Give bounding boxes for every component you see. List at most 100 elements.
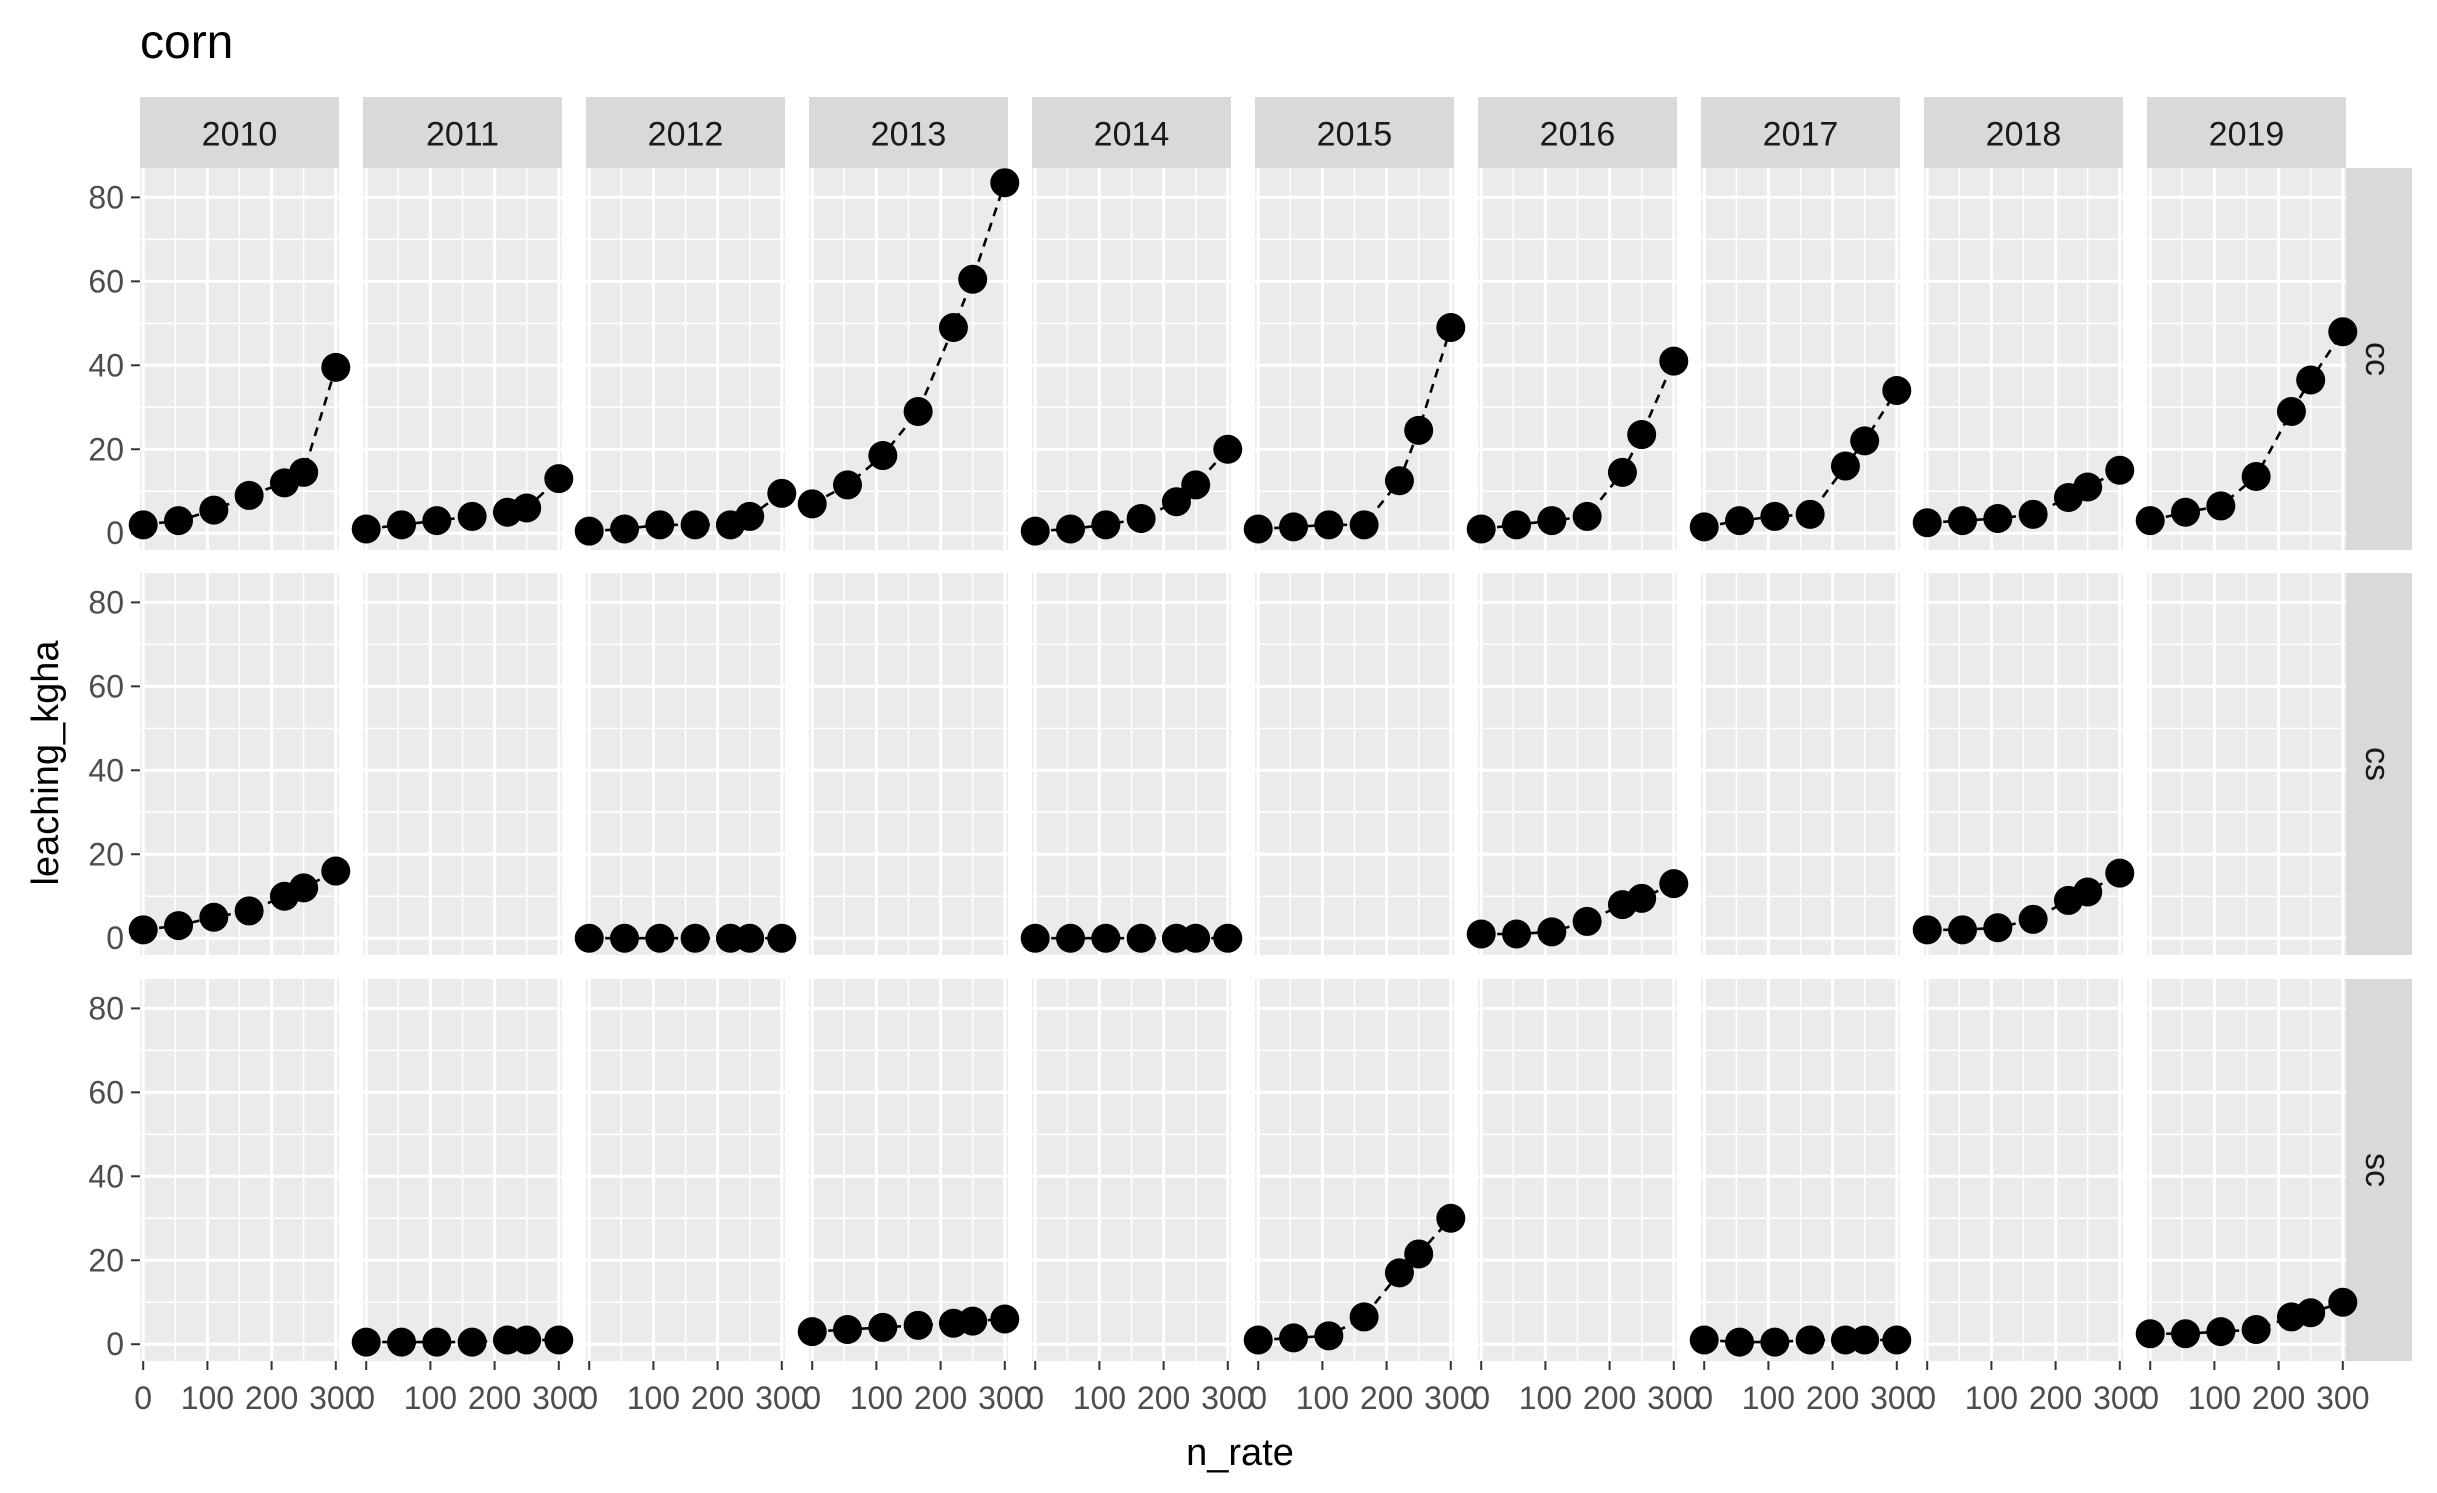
data-point: [1384, 1258, 1414, 1288]
data-point: [2018, 499, 2048, 529]
data-point: [457, 501, 487, 531]
data-point: [2105, 455, 2135, 485]
x-tick-label: 200: [1360, 1380, 1413, 1416]
x-tick-label: 0: [1472, 1380, 1490, 1416]
column-strip: [586, 97, 785, 168]
data-point: [289, 873, 319, 903]
data-point: [990, 1304, 1020, 1334]
data-point: [128, 915, 158, 945]
column-strip: [363, 97, 562, 168]
data-point: [680, 923, 710, 953]
data-point: [1466, 919, 1496, 949]
data-point: [2296, 365, 2326, 395]
data-point: [1607, 457, 1637, 487]
data-point: [351, 514, 381, 544]
x-tick-label: 300: [2093, 1380, 2146, 1416]
column-strip: [1701, 97, 1900, 168]
data-point: [1314, 1321, 1344, 1351]
row-strip-label: cc: [2358, 342, 2396, 376]
data-point: [1436, 313, 1466, 343]
x-tick-label: 300: [532, 1380, 585, 1416]
x-tick-label: 300: [1870, 1380, 1923, 1416]
data-point: [2206, 1317, 2236, 1347]
data-point: [1056, 514, 1086, 544]
data-point: [128, 510, 158, 540]
x-tick-label: 0: [134, 1380, 152, 1416]
x-tick-label: 0: [1249, 1380, 1267, 1416]
data-point: [958, 1306, 988, 1336]
data-point: [868, 441, 898, 471]
data-point: [574, 516, 604, 546]
data-point: [457, 1327, 487, 1357]
data-point: [1948, 506, 1978, 536]
y-tick-label: 60: [88, 263, 124, 299]
y-tick-label: 20: [88, 836, 124, 872]
data-point: [544, 1325, 574, 1355]
y-axis-title: leaching_kgha: [25, 640, 67, 886]
data-point: [1659, 869, 1689, 899]
y-tick-label: 0: [106, 1326, 124, 1362]
data-point: [1830, 451, 1860, 481]
x-tick-label: 200: [2252, 1380, 2305, 1416]
y-tick-label: 80: [88, 990, 124, 1026]
y-tick-label: 40: [88, 347, 124, 383]
data-point: [1983, 504, 2013, 534]
data-point: [351, 1327, 381, 1357]
data-point: [1091, 923, 1121, 953]
data-point: [321, 352, 351, 382]
x-tick-label: 0: [580, 1380, 598, 1416]
x-axis-title: n_rate: [1186, 1432, 1294, 1474]
x-tick-label: 200: [468, 1380, 521, 1416]
data-point: [1436, 1203, 1466, 1233]
chart-title: corn: [140, 16, 233, 69]
data-point: [1760, 1327, 1790, 1357]
data-point: [1161, 487, 1191, 517]
data-point: [1882, 1325, 1912, 1355]
data-point: [1384, 466, 1414, 496]
x-tick-label: 0: [357, 1380, 375, 1416]
data-point: [797, 489, 827, 519]
column-strip: [2147, 97, 2346, 168]
data-point: [767, 478, 797, 508]
x-tick-label: 100: [181, 1380, 234, 1416]
x-tick-label: 200: [1137, 1380, 1190, 1416]
data-point: [1659, 346, 1689, 376]
data-point: [1795, 1325, 1825, 1355]
data-point: [422, 1327, 452, 1357]
data-point: [1760, 501, 1790, 531]
data-point: [1213, 923, 1243, 953]
data-point: [1181, 923, 1211, 953]
y-tick-label: 80: [88, 179, 124, 215]
data-point: [2276, 396, 2306, 426]
x-tick-label: 0: [1026, 1380, 1044, 1416]
data-point: [1725, 1327, 1755, 1357]
data-point: [1349, 510, 1379, 540]
x-tick-label: 100: [1296, 1380, 1349, 1416]
column-strip: [1478, 97, 1677, 168]
data-point: [1850, 1325, 1880, 1355]
column-strip: [1924, 97, 2123, 168]
data-point: [1912, 508, 1942, 538]
data-point: [1314, 510, 1344, 540]
x-tick-label: 100: [1742, 1380, 1795, 1416]
data-point: [512, 493, 542, 523]
data-point: [1948, 915, 1978, 945]
data-point: [321, 856, 351, 886]
data-point: [2105, 858, 2135, 888]
column-strip: [140, 97, 339, 168]
data-point: [1689, 1325, 1719, 1355]
data-point: [1213, 434, 1243, 464]
data-point: [990, 168, 1020, 198]
y-tick-label: 20: [88, 431, 124, 467]
data-point: [680, 510, 710, 540]
data-point: [234, 480, 264, 510]
data-point: [1725, 506, 1755, 536]
data-point: [1502, 919, 1532, 949]
column-strip-label: 2019: [2209, 116, 2285, 154]
data-point: [2296, 1298, 2326, 1328]
data-point: [1502, 510, 1532, 540]
data-point: [1126, 923, 1156, 953]
x-tick-label: 300: [1201, 1380, 1254, 1416]
data-point: [2328, 317, 2358, 347]
